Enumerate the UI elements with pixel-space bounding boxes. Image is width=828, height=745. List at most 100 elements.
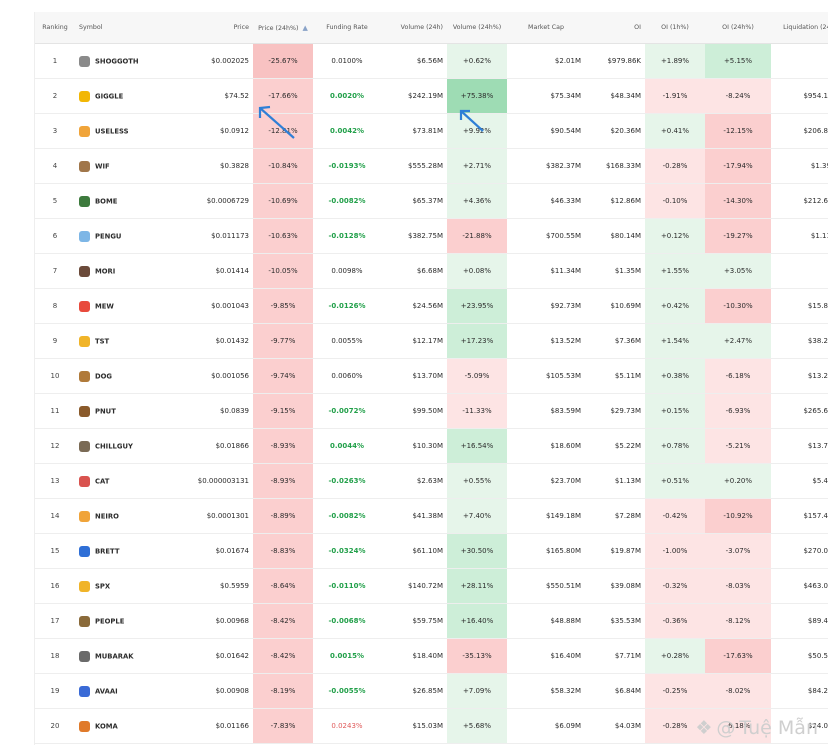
table-row[interactable]: 10 DOG $0.001056 -9.74% 0.0060% $13.70M -5.09%… bbox=[35, 358, 828, 394]
price-change-cell: -10.63% bbox=[253, 218, 313, 254]
table-row[interactable]: 15 BRETT $0.01674 -8.83% -0.0324% $61.10M +30.… bbox=[35, 533, 828, 569]
symbol-cell: MUBARAK bbox=[75, 638, 157, 674]
price-change-text: -9.74% bbox=[270, 372, 296, 380]
col-oi-24h[interactable]: OI (24h%) bbox=[705, 12, 771, 44]
table-row[interactable]: 4 WIF $0.3828 -10.84% -0.0193% $555.28M +2.71%… bbox=[35, 148, 828, 184]
table-row[interactable]: 20 KOMA $0.01166 -7.83% 0.0243% $15.03M +5.68%… bbox=[35, 708, 828, 744]
table-row[interactable]: 19 AVAAI $0.00908 -8.19% -0.0055% $26.85M +7.0… bbox=[35, 673, 828, 709]
oi-text: $168.33M bbox=[606, 162, 641, 170]
mubarak-icon bbox=[79, 650, 90, 662]
liquidation-text: $24.00K bbox=[807, 722, 828, 730]
funding-rate-text: -0.0126% bbox=[328, 302, 366, 310]
liquidation-text: $50.59K bbox=[807, 652, 828, 660]
liquidation-cell: $0 bbox=[771, 253, 828, 289]
symbol-cell: PENGU bbox=[75, 218, 157, 254]
funding-rate-text: 0.0020% bbox=[329, 92, 365, 100]
wif-icon bbox=[79, 160, 90, 172]
volume-change-cell: +9.92% bbox=[447, 113, 507, 149]
table-row[interactable]: 17 PEOPLE $0.00968 -8.42% -0.0068% $59.75M +16… bbox=[35, 603, 828, 639]
price-text: $0.3828 bbox=[220, 162, 249, 170]
funding-rate-cell: 0.0042% bbox=[313, 113, 381, 149]
table-row[interactable]: 6 PENGU $0.011173 -10.63% -0.0128% $382.75M -2… bbox=[35, 218, 828, 254]
table-row[interactable]: 14 NEIRO $0.0001301 -8.89% -0.0082% $41.38M +7… bbox=[35, 498, 828, 534]
table-row[interactable]: 13 CAT $0.000003131 -8.93% -0.0263% $2.63M +0.… bbox=[35, 463, 828, 499]
table-row[interactable]: 2 GIGGLE $74.52 -17.66% 0.0020% $242.19M +75.3… bbox=[35, 78, 828, 114]
oi-1h-cell: +0.38% bbox=[645, 358, 705, 394]
funding-rate-cell: -0.0324% bbox=[313, 533, 381, 569]
market-cap-text: $550.51M bbox=[546, 582, 581, 590]
funding-rate-text: 0.0100% bbox=[331, 57, 363, 65]
price-text: $0.011173 bbox=[211, 232, 249, 240]
funding-rate-text: -0.0072% bbox=[328, 407, 366, 415]
volume-change-text: +7.09% bbox=[462, 687, 492, 695]
table-row[interactable]: 3 USELESS $0.0912 -12.81% 0.0042% $73.81M +9.9… bbox=[35, 113, 828, 149]
volume-cell: $242.19M bbox=[381, 78, 447, 114]
table-row[interactable]: 18 MUBARAK $0.01642 -8.42% 0.0015% $18.40M -35… bbox=[35, 638, 828, 674]
price-cell: $0.5959 bbox=[157, 568, 253, 604]
volume-change-text: +7.40% bbox=[462, 512, 492, 520]
liquidation-text: $38.23K bbox=[807, 337, 828, 345]
table-row[interactable]: 9 TST $0.01432 -9.77% 0.0055% $12.17M +17.23% $… bbox=[35, 323, 828, 359]
market-cap-text: $165.80M bbox=[546, 547, 581, 555]
symbol-cell: PEOPLE bbox=[75, 603, 157, 639]
col-symbol[interactable]: Symbol bbox=[75, 12, 157, 44]
funding-rate-text: 0.0098% bbox=[331, 267, 363, 275]
people-icon bbox=[79, 615, 90, 627]
col-market-cap[interactable]: Market Cap bbox=[507, 12, 585, 44]
col-liquidation-24h[interactable]: Liquidation (24h) bbox=[771, 12, 828, 44]
price-change-text: -8.42% bbox=[270, 617, 296, 625]
volume-cell: $24.56M bbox=[381, 288, 447, 324]
table-row[interactable]: 7 MORI $0.01414 -10.05% 0.0098% $6.68M +0.08% $… bbox=[35, 253, 828, 289]
rank-text: 8 bbox=[52, 302, 58, 310]
table-row[interactable]: 5 BOME $0.0006729 -10.69% -0.0082% $65.37M +4.… bbox=[35, 183, 828, 219]
price-text: $0.01642 bbox=[215, 652, 249, 660]
col-price-24h[interactable]: Price (24h%) ▲ bbox=[253, 12, 313, 44]
liquidation-cell: $265.67K bbox=[771, 393, 828, 429]
price-cell: $0.0839 bbox=[157, 393, 253, 429]
table-row[interactable]: 16 SPX $0.5959 -8.64% -0.0110% $140.72M +28.11… bbox=[35, 568, 828, 604]
funding-rate-text: -0.0263% bbox=[328, 477, 366, 485]
table-row[interactable]: 11 PNUT $0.0839 -9.15% -0.0072% $99.50M -11.33… bbox=[35, 393, 828, 429]
price-change-text: -8.89% bbox=[270, 512, 296, 520]
oi-24h-text: +3.05% bbox=[723, 267, 753, 275]
liquidation-cell: $0 bbox=[771, 43, 828, 79]
oi-1h-text: +0.28% bbox=[660, 652, 690, 660]
rank-text: 20 bbox=[50, 722, 60, 730]
col-oi-1h[interactable]: OI (1h%) bbox=[645, 12, 705, 44]
symbol-text: KOMA bbox=[95, 722, 118, 730]
price-change-cell: -8.42% bbox=[253, 638, 313, 674]
oi-24h-cell: -19.27% bbox=[705, 218, 771, 254]
volume-change-text: -21.88% bbox=[462, 232, 492, 240]
volume-change-cell: +16.54% bbox=[447, 428, 507, 464]
table-row[interactable]: 8 MEW $0.001043 -9.85% -0.0126% $24.56M +23.95… bbox=[35, 288, 828, 324]
watermark: ❖ @ Tuệ Mẫn bbox=[695, 717, 818, 739]
col-volume-24h-pct[interactable]: Volume (24h%) bbox=[447, 12, 507, 44]
rank-text: 14 bbox=[50, 512, 60, 520]
col-oi[interactable]: OI bbox=[585, 12, 645, 44]
market-cap-cell: $48.88M bbox=[507, 603, 585, 639]
volume-text: $24.56M bbox=[412, 302, 443, 310]
symbol-cell: WIF bbox=[75, 148, 157, 184]
table-row[interactable]: 12 CHILLGUY $0.01866 -8.93% 0.0044% $10.30M +1… bbox=[35, 428, 828, 464]
oi-text: $1.13M bbox=[614, 477, 641, 485]
col-ranking[interactable]: Ranking bbox=[35, 12, 75, 44]
price-cell: $0.00908 bbox=[157, 673, 253, 709]
volume-cell: $99.50M bbox=[381, 393, 447, 429]
funding-rate-cell: -0.0068% bbox=[313, 603, 381, 639]
liquidation-text: $270.04K bbox=[803, 547, 828, 555]
liquidation-text: $212.61K bbox=[803, 197, 828, 205]
col-volume-24h[interactable]: Volume (24h) bbox=[381, 12, 447, 44]
symbol-cell: SPX bbox=[75, 568, 157, 604]
price-change-text: -25.67% bbox=[268, 57, 298, 65]
col-price[interactable]: Price bbox=[157, 12, 253, 44]
market-cap-cell: $90.54M bbox=[507, 113, 585, 149]
rank-cell: 15 bbox=[35, 533, 75, 569]
shoggoth-icon bbox=[79, 55, 90, 67]
rank-text: 16 bbox=[50, 582, 60, 590]
sort-icon[interactable]: ▲ bbox=[302, 23, 308, 32]
price-change-cell: -9.15% bbox=[253, 393, 313, 429]
table-row[interactable]: 1 SHOGGOTH $0.002025 -25.67% 0.0100% $6.56M +0… bbox=[35, 43, 828, 79]
volume-change-cell: +7.09% bbox=[447, 673, 507, 709]
oi-cell: $7.36M bbox=[585, 323, 645, 359]
col-funding-rate[interactable]: Funding Rate bbox=[313, 12, 381, 44]
